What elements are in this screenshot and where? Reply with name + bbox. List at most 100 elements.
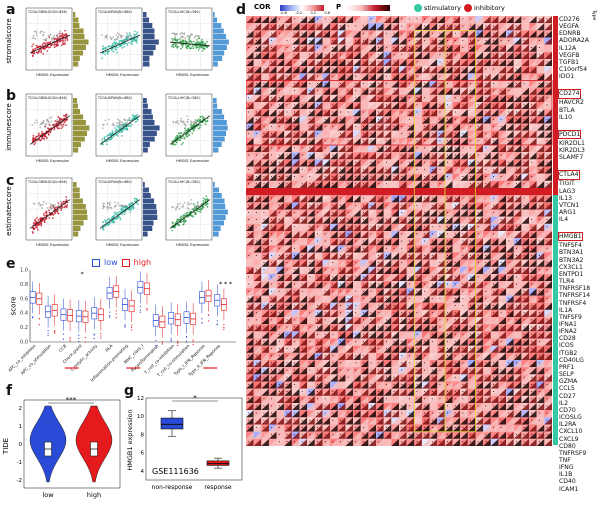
sig-dot: [401, 133, 403, 135]
sig-dot: [248, 154, 250, 156]
scatter-point: [202, 197, 205, 200]
heat-cell: [246, 51, 254, 59]
p-triangle: [291, 73, 300, 81]
scatter-point: [180, 205, 183, 208]
sig-dot: [286, 183, 288, 185]
p-triangle: [498, 44, 507, 52]
sig-dot: [393, 90, 395, 92]
scatter-point: [115, 48, 117, 51]
p-triangle: [376, 44, 384, 52]
heat-cell: [444, 73, 453, 81]
p-triangle: [452, 44, 461, 52]
p-triangle: [368, 180, 377, 188]
heat-cell: [521, 195, 530, 203]
p-triangle: [437, 16, 445, 24]
p-triangle: [284, 180, 292, 188]
heat-cell: [276, 209, 285, 217]
sig-dot: [439, 154, 441, 156]
heat-cell: [284, 109, 292, 117]
scatter-point: [60, 202, 63, 204]
sig-dot: [492, 32, 494, 34]
heat-cell: [253, 145, 262, 153]
p-triangle: [376, 80, 384, 88]
sig-dot: [294, 18, 296, 20]
scatter-point: [56, 127, 59, 130]
heat-cell: [437, 123, 445, 131]
p-triangle: [322, 37, 331, 45]
heat-cell: [253, 231, 262, 239]
sig-dot: [485, 219, 487, 221]
p-triangle: [467, 23, 476, 31]
sig-dot: [362, 82, 364, 84]
p-triangle: [368, 238, 377, 246]
scatter-point: [40, 224, 43, 227]
heat-cell: [536, 166, 545, 174]
p-triangle: [437, 87, 445, 95]
p-triangle: [391, 223, 399, 231]
sig-dot: [508, 32, 510, 34]
sig-dot: [385, 183, 387, 185]
heat-cell: [330, 73, 338, 81]
p-triangle: [383, 209, 392, 217]
p-triangle: [337, 238, 346, 246]
scatter-point: [46, 50, 49, 52]
p-triangle: [490, 166, 499, 174]
scatter-point: [204, 120, 207, 123]
sig-dot: [271, 140, 273, 142]
p-triangle: [337, 94, 346, 102]
heat-cell: [284, 180, 292, 188]
sig-dot: [485, 75, 487, 77]
p-triangle: [253, 173, 262, 181]
scatter-point: [180, 32, 183, 34]
p-triangle: [330, 130, 338, 138]
p-triangle: [391, 80, 399, 88]
p-triangle: [444, 44, 453, 52]
scatter-point: [123, 38, 126, 41]
heat-cell: [368, 59, 377, 67]
sig-dot: [492, 226, 494, 228]
heat-cell: [383, 16, 392, 24]
heat-cell: [330, 66, 338, 74]
sig-dot: [286, 25, 288, 27]
p-triangle: [322, 109, 331, 117]
scatter-point: [118, 119, 121, 122]
sig-dot: [538, 219, 540, 221]
hist-bar: [213, 45, 227, 50]
hist-bar: [213, 50, 225, 56]
hist-bar: [213, 61, 218, 67]
sig-dot: [477, 25, 479, 27]
p-triangle: [291, 173, 300, 181]
p-triangle: [330, 23, 338, 31]
sig-dot: [538, 54, 540, 56]
heat-cell: [544, 59, 552, 67]
scatter-point: [123, 42, 126, 45]
heat-cell: [460, 216, 468, 224]
sig-dot: [424, 161, 426, 163]
scatter-point: [63, 206, 66, 209]
heat-cell: [330, 173, 338, 181]
scatter-point: [118, 210, 121, 213]
sig-dot: [324, 118, 326, 120]
scatter-point: [182, 41, 185, 44]
hist-bar: [143, 131, 157, 136]
heat-cell: [337, 30, 346, 38]
sig-dot: [255, 90, 257, 92]
scatter-point: [125, 36, 128, 39]
p-triangle: [376, 51, 384, 59]
heat-cell: [536, 173, 545, 181]
sig-dot: [538, 161, 540, 163]
p-triangle: [506, 180, 514, 188]
p-triangle: [444, 137, 453, 145]
p-triangle: [429, 30, 438, 38]
scatter-point: [121, 213, 124, 216]
p-triangle: [414, 209, 422, 217]
heat-cell: [467, 216, 476, 224]
heat-cell: [246, 102, 254, 110]
sig-dot: [309, 226, 311, 228]
p-triangle: [506, 37, 514, 45]
heat-cell: [536, 80, 545, 88]
p-triangle: [498, 80, 507, 88]
sig-dot: [401, 125, 403, 127]
scatter-point: [61, 125, 64, 128]
p-triangle: [498, 130, 507, 138]
